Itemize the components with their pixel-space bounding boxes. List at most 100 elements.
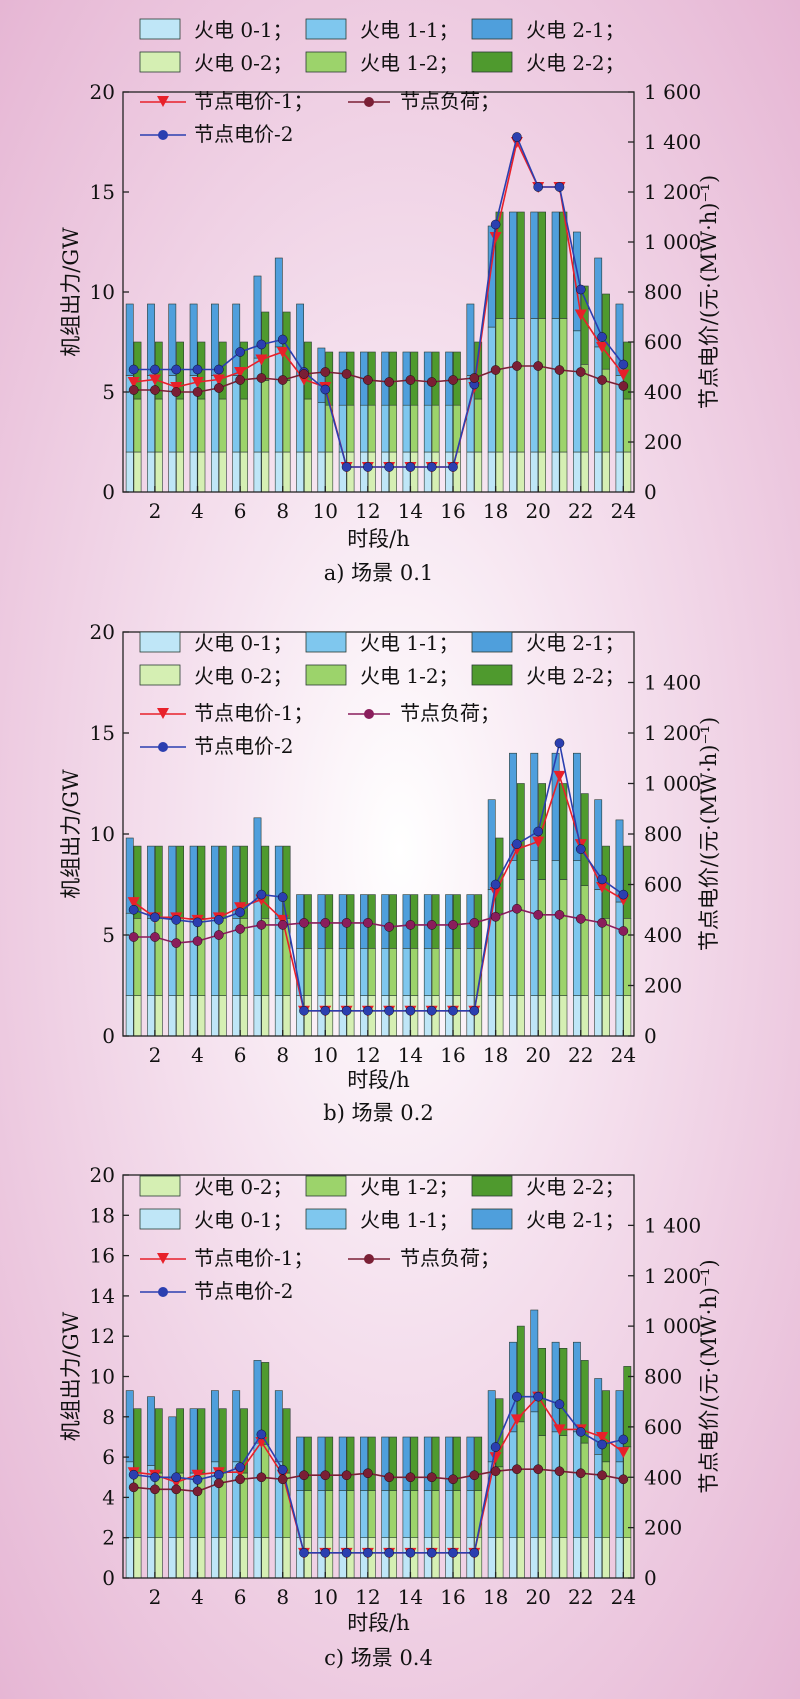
point-s3-h3 bbox=[171, 387, 182, 397]
legend-swatch bbox=[305, 18, 347, 40]
bar-group1-h15-seg1 bbox=[423, 451, 432, 493]
point-s2-h13 bbox=[384, 462, 394, 472]
bar-group2-h10-seg3 bbox=[325, 1436, 334, 1491]
point-s1-h6 bbox=[234, 367, 247, 378]
series-line-3 bbox=[133, 907, 624, 944]
point-s3-h11 bbox=[341, 1470, 352, 1481]
bar-group1-h12-seg1 bbox=[360, 1537, 368, 1579]
x-tick-label: 20 bbox=[525, 1043, 550, 1067]
bar-group1-h5-seg3 bbox=[211, 303, 219, 376]
bar-group2-h15-seg2 bbox=[431, 404, 440, 453]
bar-group2-h6-seg1 bbox=[240, 995, 248, 1037]
y-tick-label: 5 bbox=[102, 923, 115, 947]
bar-group2-h7-seg3 bbox=[261, 845, 270, 919]
bar-group1-h22-seg1 bbox=[572, 995, 581, 1037]
bar-group1-h16-seg3 bbox=[445, 1436, 453, 1491]
bar-group2-h5-seg1 bbox=[218, 995, 227, 1037]
bar-group1-h19-seg3 bbox=[509, 752, 517, 862]
y-tick-label: 6 bbox=[102, 1445, 115, 1469]
bar-group1-h23-seg1 bbox=[594, 1537, 603, 1579]
bar-group2-h1-seg1 bbox=[133, 995, 142, 1037]
bar-group2-h11-seg2 bbox=[346, 1490, 355, 1539]
point-s1-h23 bbox=[596, 882, 609, 894]
bar-group2-h12-seg1 bbox=[367, 451, 376, 493]
y-tick-label: 15 bbox=[90, 180, 115, 204]
bar-group1-h10-seg1 bbox=[317, 451, 326, 493]
bar-group2-h9-seg2 bbox=[303, 947, 312, 996]
y-tick-label: 4 bbox=[102, 1485, 115, 1509]
point-s1-h21 bbox=[553, 770, 566, 782]
bar-group2-h3-seg1 bbox=[176, 1537, 184, 1579]
bar-group1-h5-seg1 bbox=[211, 1537, 219, 1579]
point-s2-h11 bbox=[341, 462, 352, 472]
legend-marker-price2 bbox=[158, 1287, 168, 1297]
point-s2-h6 bbox=[235, 1462, 245, 1472]
bar-group2-h3-seg1 bbox=[176, 995, 184, 1037]
y2-tick-label: 1 000 bbox=[644, 230, 701, 254]
point-s2-h16 bbox=[448, 462, 458, 472]
bar-group2-h3-seg1 bbox=[176, 451, 184, 493]
bar-group2-h3-seg2 bbox=[176, 917, 184, 996]
point-s2-h6 bbox=[235, 907, 245, 918]
bar-group2-h13-seg2 bbox=[389, 947, 397, 996]
point-s1-h21 bbox=[553, 1424, 566, 1436]
bar-group1-h23-seg2 bbox=[594, 1454, 603, 1539]
bar-group1-h6-seg1 bbox=[232, 1537, 241, 1579]
x-tick-label: 6 bbox=[234, 1043, 247, 1067]
bar-group1-h14-seg3 bbox=[402, 1436, 411, 1491]
bar-group2-h13-seg3 bbox=[389, 894, 397, 949]
point-s3-h21 bbox=[554, 910, 565, 920]
point-s1-h19 bbox=[510, 1414, 523, 1426]
bar-group1-h3-seg1 bbox=[168, 1537, 177, 1579]
y2-tick-label: 1 000 bbox=[644, 772, 701, 796]
point-s2-h3 bbox=[171, 915, 182, 925]
point-s1-h24 bbox=[617, 1447, 630, 1459]
bar-group2-h7-seg1 bbox=[261, 995, 270, 1037]
y2-tick-label: 600 bbox=[644, 873, 682, 897]
bar-group2-h20-seg3 bbox=[538, 211, 546, 319]
bar-group2-h15-seg1 bbox=[431, 451, 440, 493]
bar-group1-h23-seg3 bbox=[594, 1378, 603, 1455]
y2-tick-label: 600 bbox=[644, 330, 682, 354]
point-s3-h24 bbox=[618, 926, 629, 936]
point-s1-h8 bbox=[276, 347, 289, 358]
bar-group1-h20-seg1 bbox=[530, 995, 539, 1037]
bar-group1-h21-seg1 bbox=[551, 451, 560, 493]
bar-group1-h4-seg2 bbox=[189, 917, 198, 996]
bar-group1-h3-seg3 bbox=[168, 303, 177, 376]
bar-group1-h11-seg1 bbox=[338, 995, 347, 1037]
bar-group1-h18-seg2 bbox=[487, 326, 496, 453]
bar-group1-h7-seg2 bbox=[253, 357, 262, 453]
point-s2-h18 bbox=[490, 219, 501, 230]
point-s3-h8 bbox=[277, 1474, 288, 1485]
bar-group1-h7-seg1 bbox=[253, 995, 262, 1037]
bar-group1-h13-seg1 bbox=[381, 1537, 390, 1579]
bar-group1-h13-seg2 bbox=[381, 947, 390, 996]
point-s3-h21 bbox=[554, 365, 565, 375]
legend-label: 节点负荷； bbox=[400, 1246, 500, 1270]
legend-marker-price1 bbox=[157, 1253, 169, 1264]
bar-group2-h4-seg3 bbox=[197, 1408, 206, 1474]
bar-group2-h12-seg1 bbox=[367, 995, 376, 1037]
bar-group1-h3-seg3 bbox=[168, 845, 177, 919]
bar-group1-h21-seg1 bbox=[551, 1537, 560, 1579]
bar-group2-h6-seg3 bbox=[240, 845, 248, 919]
x-tick-label: 14 bbox=[398, 1043, 423, 1067]
bar-group1-h16-seg2 bbox=[445, 404, 453, 453]
bar-group1-h13-seg2 bbox=[381, 1490, 390, 1539]
x-tick-label: 4 bbox=[191, 1043, 204, 1067]
panel-caption: c) 场景 0.4 bbox=[324, 1646, 433, 1670]
bar-group1-h14-seg1 bbox=[402, 451, 411, 493]
y-tick-label: 10 bbox=[90, 280, 115, 304]
x-tick-label: 10 bbox=[313, 1043, 338, 1067]
bar-group2-h16-seg3 bbox=[452, 1436, 461, 1491]
bar-group2-h11-seg1 bbox=[346, 1537, 355, 1579]
bar-group1-h12-seg2 bbox=[360, 1490, 368, 1539]
bar-group2-h12-seg2 bbox=[367, 1490, 376, 1539]
bar-group2-h19-seg1 bbox=[516, 1537, 525, 1579]
bar-group1-h1-seg3 bbox=[125, 303, 134, 376]
bar-group1-h18-seg1 bbox=[487, 995, 496, 1037]
point-s2-h2 bbox=[150, 1472, 160, 1483]
bar-group2-h7-seg1 bbox=[261, 1537, 270, 1579]
legend-swatch bbox=[139, 631, 181, 653]
